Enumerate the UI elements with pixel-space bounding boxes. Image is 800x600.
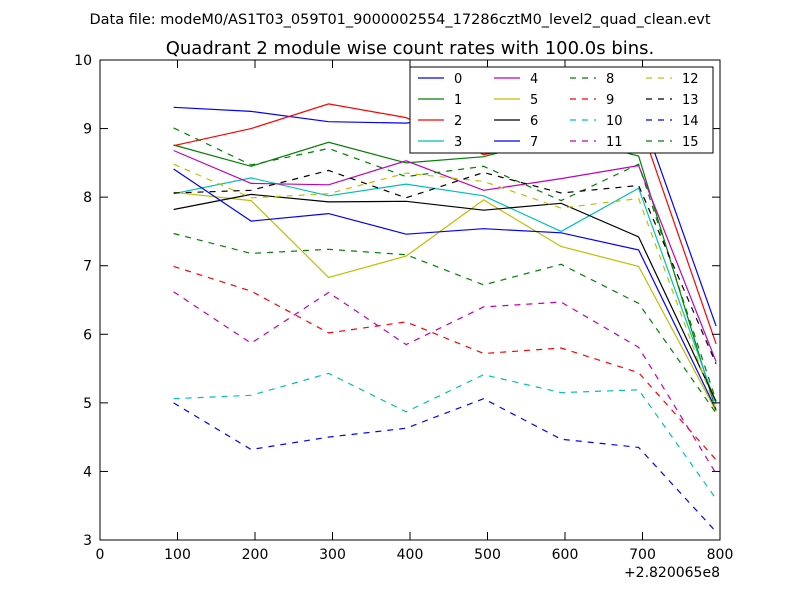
series-line-15 <box>173 232 717 414</box>
series-line-11 <box>173 291 717 474</box>
y-tick-label: 10 <box>74 53 92 69</box>
x-offset-label: +2.820065e8 <box>624 565 720 581</box>
x-tick-label: 600 <box>552 547 579 563</box>
legend-label-8: 8 <box>606 72 614 87</box>
legend-label-15: 15 <box>682 135 699 150</box>
legend-label-4: 4 <box>530 72 538 87</box>
legend-label-11: 11 <box>606 135 623 150</box>
y-tick-label: 4 <box>83 464 92 480</box>
series-line-12 <box>173 163 717 410</box>
legend-label-5: 5 <box>530 93 538 108</box>
legend-label-9: 9 <box>606 93 614 108</box>
x-tick-label: 100 <box>164 547 191 563</box>
series-line-13 <box>173 169 717 365</box>
legend-label-6: 6 <box>530 114 538 129</box>
legend-label-13: 13 <box>682 93 699 108</box>
legend-label-2: 2 <box>454 114 462 129</box>
x-tick-label: 300 <box>319 547 346 563</box>
legend-label-0: 0 <box>454 72 462 87</box>
x-tick-label: 0 <box>96 547 105 563</box>
x-tick-label: 700 <box>629 547 656 563</box>
y-tick-label: 7 <box>83 259 92 275</box>
y-tick-label: 3 <box>83 533 92 549</box>
legend-label-1: 1 <box>454 93 462 108</box>
y-tick-label: 6 <box>83 327 92 343</box>
series-line-4 <box>173 149 717 362</box>
legend-box <box>409 66 714 154</box>
y-tick-label: 9 <box>83 122 92 138</box>
legend-label-7: 7 <box>530 135 538 150</box>
series-line-5 <box>173 191 717 412</box>
x-tick-label: 400 <box>397 547 424 563</box>
series-line-10 <box>173 372 717 500</box>
series-line-14 <box>173 398 717 533</box>
series-line-3 <box>173 177 717 405</box>
x-tick-label: 800 <box>707 547 734 563</box>
chart-title: Quadrant 2 module wise count rates with … <box>166 38 655 59</box>
series-line-6 <box>173 193 717 402</box>
series-line-7 <box>173 168 717 410</box>
series-line-9 <box>173 265 717 461</box>
y-tick-label: 8 <box>83 190 92 206</box>
series-line-8 <box>173 127 717 401</box>
legend-label-12: 12 <box>682 72 699 87</box>
x-tick-label: 500 <box>474 547 501 563</box>
series-layer <box>173 103 717 533</box>
legend-label-3: 3 <box>454 135 462 150</box>
legend-label-10: 10 <box>606 114 623 129</box>
x-tick-label: 200 <box>242 547 269 563</box>
chart-suptitle: Data file: modeM0/AS1T03_059T01_90000025… <box>89 12 710 28</box>
y-tick-label: 5 <box>83 396 92 412</box>
legend-label-14: 14 <box>682 114 699 129</box>
